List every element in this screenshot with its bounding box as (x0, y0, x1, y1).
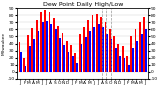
Bar (119, 56, 121, 72)
Bar (98, 24, 100, 72)
Bar (111, 39, 112, 72)
Bar (63, 45, 65, 72)
Bar (89, 31, 91, 72)
Bar (33, 39, 35, 72)
Bar (68, 52, 69, 72)
Bar (32, 28, 33, 72)
Bar (42, 22, 44, 72)
Bar (139, 22, 141, 72)
Bar (38, 31, 39, 72)
Bar (87, 20, 89, 72)
Bar (29, 46, 31, 72)
Title: Dew Point Daily High/Low: Dew Point Daily High/Low (43, 2, 123, 7)
Bar (44, 10, 46, 72)
Bar (132, 48, 134, 72)
Bar (53, 18, 55, 72)
Bar (46, 21, 48, 72)
Y-axis label: Milwaukee: Milwaukee (2, 32, 6, 55)
Bar (143, 17, 145, 72)
Bar (23, 58, 25, 72)
Bar (57, 26, 59, 72)
Bar (59, 38, 61, 72)
Bar (136, 41, 138, 72)
Bar (27, 35, 29, 72)
Bar (124, 58, 125, 72)
Bar (20, 52, 22, 72)
Bar (130, 36, 132, 72)
Bar (106, 34, 108, 72)
Bar (96, 14, 98, 72)
Bar (76, 63, 78, 72)
Bar (66, 41, 68, 72)
Bar (113, 36, 115, 72)
Bar (109, 29, 111, 72)
Bar (62, 33, 63, 72)
Bar (70, 45, 72, 72)
Bar (36, 20, 38, 72)
Bar (83, 27, 85, 72)
Bar (115, 48, 117, 72)
Bar (79, 34, 80, 72)
Bar (49, 12, 50, 72)
Bar (141, 34, 143, 72)
Bar (80, 44, 82, 72)
Bar (72, 56, 74, 72)
Bar (50, 24, 52, 72)
Bar (25, 66, 27, 72)
Bar (126, 56, 128, 72)
Bar (19, 42, 20, 72)
Bar (135, 29, 136, 72)
Bar (145, 29, 147, 72)
Bar (74, 53, 76, 72)
Bar (102, 27, 104, 72)
Bar (93, 27, 95, 72)
Bar (40, 12, 42, 72)
Bar (122, 46, 124, 72)
Bar (92, 15, 93, 72)
Bar (55, 29, 57, 72)
Bar (117, 44, 119, 72)
Bar (104, 22, 106, 72)
Bar (85, 37, 87, 72)
Bar (128, 65, 130, 72)
Bar (100, 17, 102, 72)
